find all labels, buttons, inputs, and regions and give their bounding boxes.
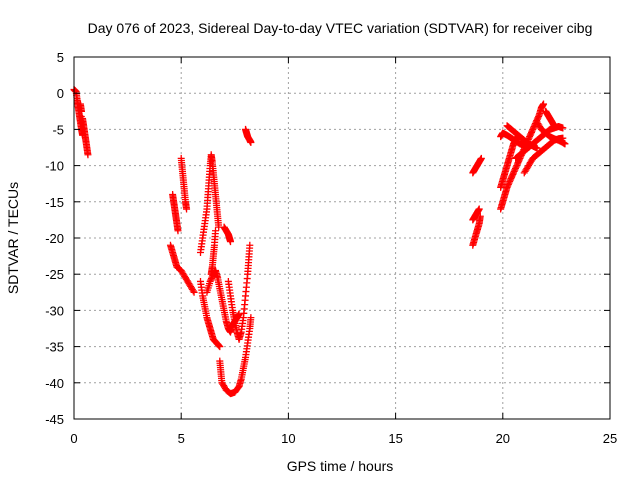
data-point [84,151,92,159]
grid-lines [74,57,610,419]
data-point [540,100,548,108]
data-point [477,154,485,162]
axis-ticks: 0 5 10 15 20 25 5 0 -5 -10 -15 -20 -25 -30 -35 -40 -45 [45,50,617,446]
x-tick-label: 25 [603,431,617,446]
y-tick-label: -45 [45,412,64,427]
data-point [247,314,255,322]
data-point [235,310,243,318]
x-axis-label: GPS time / hours [287,458,394,474]
x-tick-label: 0 [70,431,77,446]
data-point [533,144,541,152]
data-point [78,107,86,115]
data-point [475,205,483,213]
data-marks [70,86,569,398]
data-point [174,227,182,235]
x-tick-label: 15 [388,431,402,446]
y-tick-label: -35 [45,340,64,355]
y-tick-label: -15 [45,195,64,210]
data-point [561,140,569,148]
x-tick-label: 10 [281,431,295,446]
data-point [189,287,197,295]
data-point [207,270,215,278]
data-point [550,122,558,130]
y-tick-label: -40 [45,376,64,391]
data-point [559,124,567,132]
data-point [183,205,191,213]
y-tick-label: 5 [57,50,64,65]
y-tick-label: -25 [45,267,64,282]
y-tick-label: -10 [45,159,64,174]
y-tick-label: 0 [57,86,64,101]
y-axis-label: SDTVAR / TECUs [5,182,21,294]
x-tick-label: 5 [178,431,185,446]
chart-title: Day 076 of 2023, Sidereal Day-to-day VTE… [88,20,593,36]
y-tick-label: -20 [45,231,64,246]
data-point [227,238,235,246]
data-point [190,288,198,296]
data-point [246,241,254,249]
x-tick-label: 20 [496,431,510,446]
y-tick-label: -30 [45,303,64,318]
data-point [247,138,255,146]
y-tick-label: -5 [52,122,64,137]
data-point [216,343,224,351]
